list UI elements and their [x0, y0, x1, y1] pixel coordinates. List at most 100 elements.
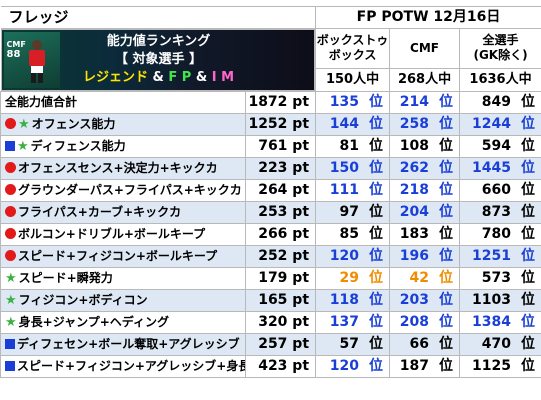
rank-value: 1125: [472, 358, 512, 374]
rank-unit: 位: [439, 270, 454, 286]
rank-unit: 位: [439, 116, 454, 132]
red-dot-icon: [5, 250, 16, 261]
rank-all: 873 位: [459, 201, 541, 224]
rank-unit: 位: [439, 182, 454, 198]
row-label: ★ 身長+ジャンプ+ヘディング: [0, 311, 246, 334]
banner-subtitle: 【 対象選手 】: [114, 52, 203, 67]
column-head-cmf: CMF: [389, 28, 461, 69]
rank-unit: 位: [369, 138, 384, 154]
green-star-icon: ★: [5, 271, 17, 286]
rank-unit: 位: [521, 116, 536, 132]
rank-unit: 位: [369, 292, 384, 308]
rank-unit: 位: [369, 358, 384, 374]
row-label: ★ スピード+瞬発力: [0, 267, 246, 290]
column-count-cmf: 268人中: [389, 67, 461, 93]
row-label-text: フライパス+カーブ+キックカ: [18, 205, 182, 219]
rank-b2b: 150 位: [315, 157, 391, 180]
row-label-text: ディフェンス能力: [30, 139, 126, 153]
row-points: 320 pt: [244, 311, 317, 334]
rank-b2b: 120 位: [315, 245, 391, 268]
rank-value: 187: [399, 358, 430, 374]
rank-unit: 位: [369, 248, 384, 264]
rank-unit: 位: [521, 336, 536, 352]
blue-square-icon: [5, 361, 15, 371]
rank-b2b: 111 位: [315, 179, 391, 202]
table-row: フライパス+カーブ+キックカ 253 pt 97 位 204 位 873 位: [0, 201, 541, 224]
rank-unit: 位: [439, 138, 454, 154]
row-label: ★ フィジコン+ボディコン: [0, 289, 246, 312]
rank-value: 1445: [472, 160, 512, 176]
row-points: 165 pt: [244, 289, 317, 312]
rank-value: 85: [339, 226, 360, 242]
rank-unit: 位: [369, 94, 384, 110]
row-label: スピード+フィジコン+ボールキープ: [0, 245, 246, 268]
rank-all: 1103 位: [459, 289, 541, 312]
rank-cmf: 258 位: [389, 113, 461, 136]
row-label-text: フィジコン+ボディコン: [18, 293, 148, 307]
table-row: ★ ディフェンス能力 761 pt 81 位 108 位 594 位: [0, 135, 541, 158]
rank-value: 204: [399, 204, 430, 220]
rank-value: 208: [399, 314, 430, 330]
rank-all: 1251 位: [459, 245, 541, 268]
rank-cmf: 218 位: [389, 179, 461, 202]
rank-unit: 位: [439, 336, 454, 352]
row-label-text: スピード+フィジコン+ボールキープ: [18, 249, 218, 263]
row-label-text: ディフェセン+ボール奪取+アグレッシブ: [17, 337, 240, 351]
rank-all: 849 位: [459, 91, 541, 114]
row-points: 257 pt: [244, 333, 317, 356]
rank-value: 81: [339, 138, 360, 154]
row-points: 253 pt: [244, 201, 317, 224]
rank-cmf: 187 位: [389, 355, 461, 378]
rank-value: 660: [481, 182, 512, 198]
row-label-text: スピード+瞬発力: [18, 271, 113, 285]
row-label: オフェンスセンス+決定力+キックカ: [0, 157, 246, 180]
rank-all: 470 位: [459, 333, 541, 356]
table-row: グラウンダーパス+フライパス+キックカ 264 pt 111 位 218 位 660 位: [0, 179, 541, 202]
row-label-text: 全能力値合計: [5, 95, 78, 109]
rank-value: 203: [399, 292, 430, 308]
rank-value: 780: [481, 226, 512, 242]
red-dot-icon: [5, 184, 16, 195]
green-star-icon: ★: [17, 139, 29, 154]
rank-value: 135: [329, 94, 360, 110]
player-name: フレッジ: [0, 6, 317, 29]
row-points: 423 pt: [244, 355, 317, 378]
table-row: ★ 身長+ジャンプ+ヘディング 320 pt 137 位 208 位 1384 位: [0, 311, 541, 334]
rank-all: 1445 位: [459, 157, 541, 180]
rank-cmf: 203 位: [389, 289, 461, 312]
category-separator: &: [147, 70, 169, 85]
rank-value: 196: [399, 248, 430, 264]
table-row: ★ スピード+瞬発力 179 pt 29 位 42 位 573 位: [0, 267, 541, 290]
table-row: オフェンスセンス+決定力+キックカ 223 pt 150 位 262 位 1445 位: [0, 157, 541, 180]
rank-value: 111: [329, 182, 360, 198]
rank-unit: 位: [521, 226, 536, 242]
rank-unit: 位: [521, 270, 536, 286]
row-points: 266 pt: [244, 223, 317, 246]
card-position: CMF: [6, 40, 26, 49]
rank-value: 108: [399, 138, 430, 154]
rank-all: 1244 位: [459, 113, 541, 136]
banner-title: 能力値ランキング: [106, 34, 211, 49]
banner-cell: CMF 88 能力値ランキング 【 対象選手 】 レジェンド & F P & I…: [0, 29, 316, 92]
card-rating: 88: [6, 49, 21, 60]
page-title: FP POTW 12月16日: [315, 6, 541, 29]
rank-cmf: 262 位: [389, 157, 461, 180]
red-dot-icon: [5, 118, 16, 129]
blue-square-icon: [5, 339, 15, 349]
row-label: ★ ディフェンス能力: [0, 135, 246, 158]
rank-b2b: 137 位: [315, 311, 391, 334]
row-label-text: グラウンダーパス+フライパス+キックカ: [18, 183, 242, 197]
green-star-icon: ★: [5, 293, 17, 308]
rank-cmf: 108 位: [389, 135, 461, 158]
category-fp: F P: [168, 70, 192, 85]
rank-b2b: 120 位: [315, 355, 391, 378]
rank-value: 1103: [472, 292, 512, 308]
rank-value: 57: [339, 336, 360, 352]
category-im: I M: [211, 70, 235, 85]
rank-unit: 位: [369, 204, 384, 220]
rank-value: 849: [481, 94, 512, 110]
rank-unit: 位: [521, 358, 536, 374]
rank-value: 120: [329, 358, 360, 374]
row-label-text: ボルコン+ドリブル+ボールキープ: [18, 227, 206, 241]
